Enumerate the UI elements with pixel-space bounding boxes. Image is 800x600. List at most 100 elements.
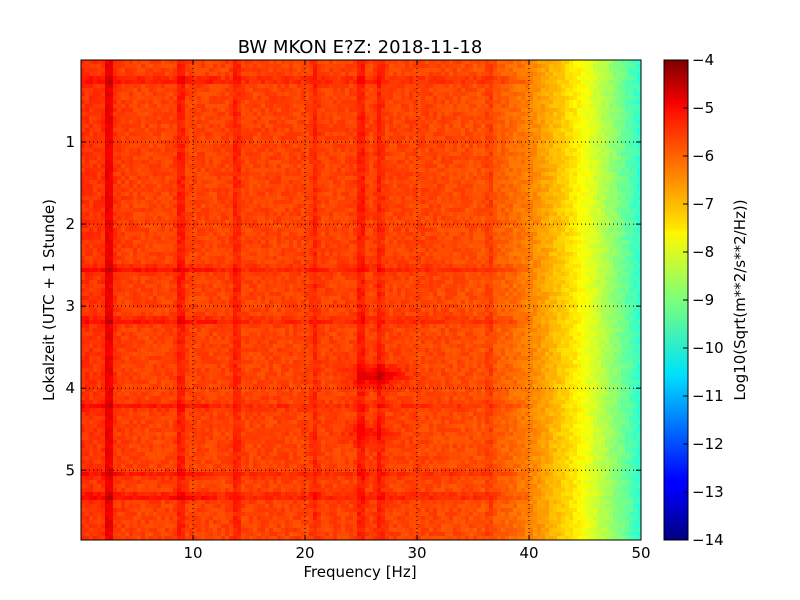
- heatmap-cell: [341, 172, 346, 177]
- heatmap-cell: [465, 196, 470, 201]
- heatmap-cell: [485, 92, 490, 97]
- heatmap-cell: [397, 140, 402, 145]
- heatmap-cell: [437, 156, 442, 161]
- heatmap-cell: [473, 172, 478, 177]
- heatmap-cell: [385, 192, 390, 197]
- heatmap-cell: [537, 88, 542, 93]
- heatmap-cell: [601, 188, 606, 193]
- heatmap-cell: [557, 68, 562, 73]
- heatmap-cell: [273, 84, 278, 89]
- heatmap-cell: [245, 64, 250, 69]
- heatmap-cell: [433, 156, 438, 161]
- heatmap-cell: [581, 116, 586, 121]
- heatmap-cell: [297, 68, 302, 73]
- heatmap-cell: [285, 184, 290, 189]
- heatmap-cell: [561, 100, 566, 105]
- heatmap-cell: [265, 64, 270, 69]
- heatmap-cell: [393, 184, 398, 189]
- heatmap-cell: [341, 192, 346, 197]
- heatmap-cell: [569, 116, 574, 121]
- heatmap-cell: [333, 168, 338, 173]
- heatmap-cell: [189, 136, 194, 141]
- heatmap-cell: [253, 104, 258, 109]
- heatmap-cell: [461, 68, 466, 73]
- heatmap-cell: [125, 196, 130, 201]
- heatmap-cell: [157, 76, 162, 81]
- heatmap-cell: [289, 64, 294, 69]
- heatmap-cell: [245, 88, 250, 93]
- heatmap-cell: [473, 104, 478, 109]
- heatmap-cell: [213, 72, 218, 77]
- heatmap-cell: [237, 176, 242, 181]
- heatmap-cell: [533, 184, 538, 189]
- heatmap-cell: [505, 64, 510, 69]
- heatmap-cell: [329, 84, 334, 89]
- heatmap-cell: [493, 136, 498, 141]
- heatmap-cell: [173, 76, 178, 81]
- heatmap-cell: [549, 164, 554, 169]
- heatmap-cell: [441, 164, 446, 169]
- heatmap-cell: [189, 64, 194, 69]
- heatmap-cell: [113, 164, 118, 169]
- heatmap-cell: [109, 120, 114, 125]
- heatmap-cell: [173, 112, 178, 117]
- heatmap-cell: [577, 128, 582, 133]
- heatmap-cell: [349, 192, 354, 197]
- heatmap-cell: [417, 72, 422, 77]
- heatmap-cell: [465, 152, 470, 157]
- heatmap-cell: [561, 124, 566, 129]
- heatmap-cell: [365, 136, 370, 141]
- heatmap-cell: [137, 80, 142, 85]
- heatmap-cell: [513, 88, 518, 93]
- heatmap-cell: [337, 112, 342, 117]
- heatmap-cell: [461, 84, 466, 89]
- heatmap-cell: [565, 188, 570, 193]
- heatmap-cell: [497, 76, 502, 81]
- heatmap-cell: [185, 72, 190, 77]
- heatmap-cell: [93, 200, 98, 205]
- heatmap-cell: [433, 96, 438, 101]
- heatmap-cell: [337, 200, 342, 205]
- heatmap-cell: [473, 176, 478, 181]
- heatmap-cell: [377, 188, 382, 193]
- heatmap-cell: [433, 104, 438, 109]
- heatmap-cell: [381, 96, 386, 101]
- heatmap-cell: [433, 100, 438, 105]
- heatmap-cell: [617, 172, 622, 177]
- heatmap-cell: [101, 104, 106, 109]
- heatmap-cell: [381, 100, 386, 105]
- heatmap-cell: [289, 108, 294, 113]
- heatmap-cell: [237, 136, 242, 141]
- heatmap-cell: [293, 104, 298, 109]
- heatmap-cell: [477, 164, 482, 169]
- heatmap-cell: [245, 68, 250, 73]
- heatmap-cell: [177, 160, 182, 165]
- heatmap-cell: [117, 68, 122, 73]
- heatmap-cell: [137, 116, 142, 121]
- heatmap-cell: [601, 60, 606, 65]
- heatmap-cell: [157, 104, 162, 109]
- heatmap-cell: [137, 164, 142, 169]
- heatmap-cell: [189, 88, 194, 93]
- heatmap-cell: [453, 136, 458, 141]
- heatmap-cell: [433, 68, 438, 73]
- heatmap-cell: [449, 124, 454, 129]
- heatmap-cell: [237, 124, 242, 129]
- heatmap-cell: [429, 68, 434, 73]
- heatmap-cell: [353, 168, 358, 173]
- heatmap-cell: [521, 124, 526, 129]
- heatmap-cell: [185, 60, 190, 65]
- heatmap-cell: [441, 184, 446, 189]
- heatmap-cell: [101, 72, 106, 77]
- heatmap-cell: [297, 184, 302, 189]
- heatmap-cell: [297, 132, 302, 137]
- heatmap-cell: [461, 136, 466, 141]
- heatmap-cell: [97, 148, 102, 153]
- heatmap-cell: [93, 140, 98, 145]
- heatmap-cell: [569, 160, 574, 165]
- heatmap-cell: [113, 104, 118, 109]
- heatmap-cell: [441, 64, 446, 69]
- heatmap-cell: [285, 172, 290, 177]
- heatmap-cell: [265, 80, 270, 85]
- heatmap-cell: [505, 184, 510, 189]
